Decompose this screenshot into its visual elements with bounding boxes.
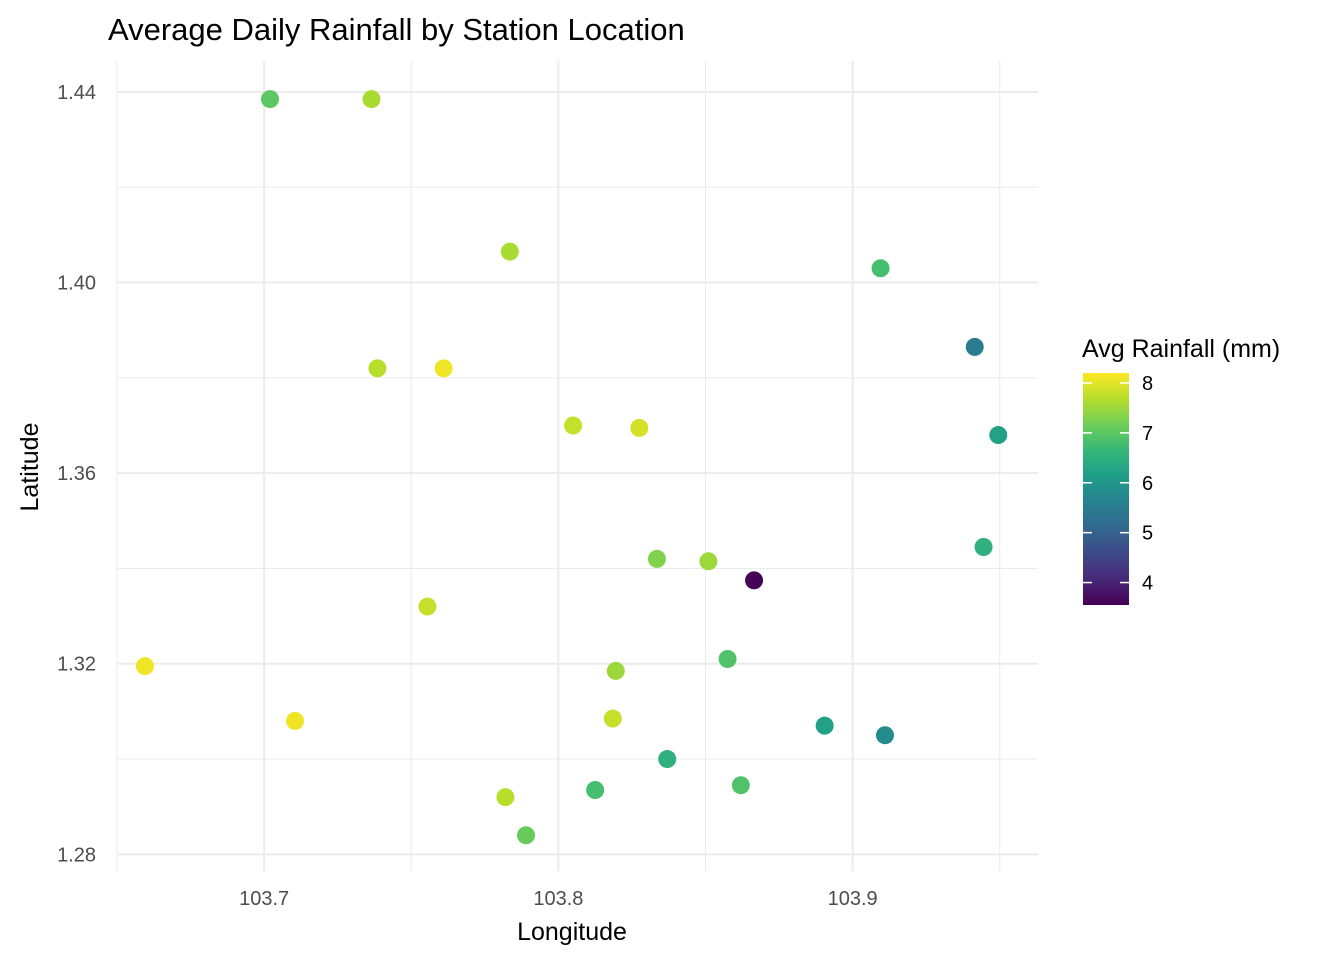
legend-tick-label: 7 xyxy=(1142,423,1153,445)
y-axis-title: Latitude xyxy=(16,423,44,512)
data-point xyxy=(871,259,890,278)
data-point xyxy=(135,657,154,676)
data-point xyxy=(731,776,750,795)
y-tick-label: 1.28 xyxy=(57,844,96,866)
data-point xyxy=(630,418,649,437)
data-point xyxy=(974,538,993,556)
data-point xyxy=(261,90,280,109)
x-axis-title: Longitude xyxy=(517,918,627,946)
y-tick-label: 1.44 xyxy=(57,82,96,104)
legend-tick-label: 6 xyxy=(1142,473,1153,495)
data-point xyxy=(368,359,387,378)
legend-tick-label: 8 xyxy=(1142,373,1153,395)
data-point xyxy=(362,90,381,109)
data-point xyxy=(647,549,666,568)
data-point xyxy=(965,337,984,356)
data-point xyxy=(658,750,677,769)
chart-title: Average Daily Rainfall by Station Locati… xyxy=(108,12,685,47)
minor-gridlines xyxy=(116,61,1038,871)
legend-colorbar xyxy=(1083,373,1129,605)
x-axis-tick-labels: 103.7 103.8 103.9 xyxy=(239,888,878,910)
data-point xyxy=(418,597,437,616)
data-point xyxy=(815,716,834,735)
data-point xyxy=(745,571,764,590)
data-point xyxy=(564,416,583,435)
y-axis-tick-labels: 1.28 1.32 1.36 1.40 1.44 xyxy=(57,82,96,866)
legend-tick-label: 4 xyxy=(1142,573,1153,595)
major-gridlines xyxy=(117,61,1038,871)
y-tick-label: 1.32 xyxy=(57,654,96,676)
legend-title: Avg Rainfall (mm) xyxy=(1082,335,1280,363)
color-legend: Avg Rainfall (mm) 4 5 6 7 8 xyxy=(1082,335,1280,605)
data-point xyxy=(989,426,1008,445)
legend-tick-label: 5 xyxy=(1142,523,1153,545)
y-tick-label: 1.40 xyxy=(57,273,96,295)
x-tick-label: 103.8 xyxy=(533,888,583,910)
data-point xyxy=(699,552,718,571)
legend-ticks: 4 5 6 7 8 xyxy=(1083,373,1153,595)
data-point xyxy=(496,788,515,807)
data-point xyxy=(586,781,605,799)
data-point xyxy=(718,649,737,668)
data-points xyxy=(135,90,1008,845)
data-point xyxy=(286,711,305,730)
y-tick-label: 1.36 xyxy=(57,463,96,485)
data-point xyxy=(517,826,536,845)
data-point xyxy=(875,726,894,745)
data-point xyxy=(603,709,622,728)
x-tick-label: 103.9 xyxy=(828,888,878,910)
data-point xyxy=(500,242,519,261)
data-point xyxy=(434,359,453,378)
x-tick-label: 103.7 xyxy=(239,888,289,910)
data-point xyxy=(606,661,625,680)
